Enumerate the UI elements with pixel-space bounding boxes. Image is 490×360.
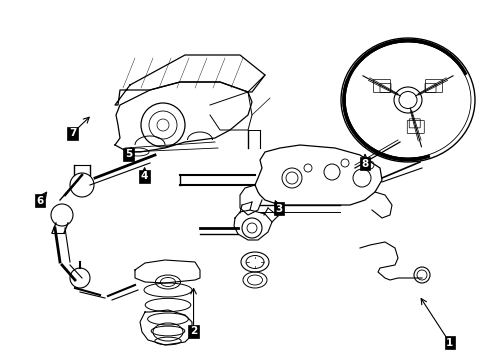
Text: 5: 5 (125, 149, 132, 159)
Text: 6: 6 (37, 196, 44, 206)
Text: 7: 7 (69, 128, 76, 138)
Text: 1: 1 (446, 338, 453, 348)
Text: 8: 8 (362, 159, 368, 169)
Text: 3: 3 (276, 204, 283, 214)
Text: 4: 4 (141, 171, 148, 181)
Text: 2: 2 (190, 326, 197, 336)
